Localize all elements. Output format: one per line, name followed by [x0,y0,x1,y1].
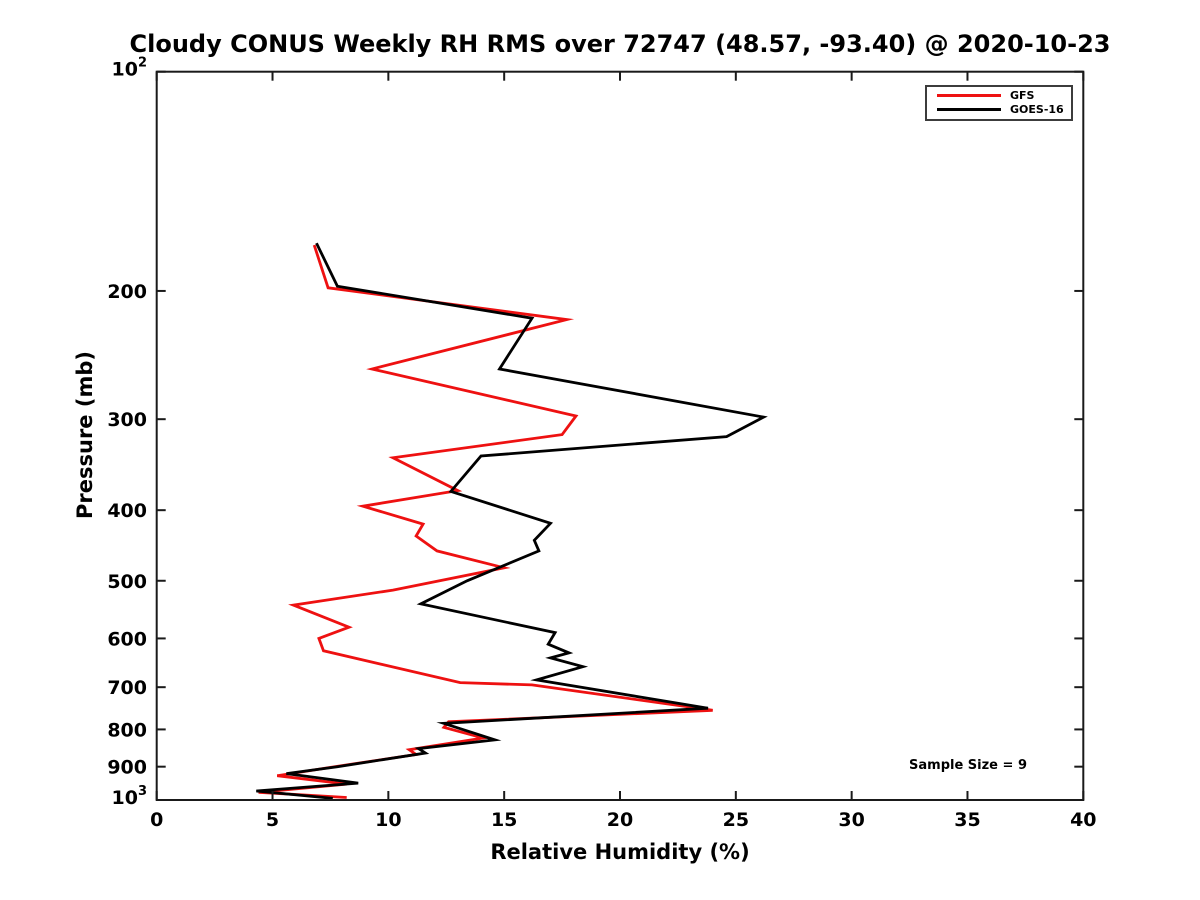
x-axis-tick-label: 30 [838,809,864,831]
x-axis-tick-label: 15 [491,809,517,831]
legend-line-sample-goes16 [937,108,1001,111]
x-axis-tick-label: 35 [954,809,980,831]
chart-title: Cloudy CONUS Weekly RH RMS over 72747 (4… [129,30,1111,58]
y-axis-tick-label: 103 [112,784,148,809]
y-axis-tick-label: 600 [107,628,147,650]
y-axis-tick-label: 500 [107,571,147,593]
y-axis-tick-label: 800 [107,719,147,741]
legend: GFS GOES-16 [925,85,1073,121]
x-axis-tick-label: 5 [266,809,279,831]
legend-item-gfs: GFS [937,90,1065,101]
legend-label-gfs: GFS [1010,89,1035,102]
x-axis-tick-label: 40 [1070,809,1096,831]
x-axis-label: Relative Humidity (%) [490,840,750,864]
series-line-gfs [258,244,713,799]
series-line-goes16 [256,242,768,800]
legend-line-sample-gfs [937,94,1001,97]
legend-item-goes16: GOES-16 [937,104,1065,115]
plot-frame [155,70,1085,801]
x-axis-tick-label: 10 [375,809,401,831]
x-axis-tick-label: 0 [150,809,163,831]
y-axis-tick-label: 300 [107,409,147,431]
y-axis-tick-label: 400 [107,500,147,522]
x-axis-tick-label: 25 [723,809,749,831]
legend-label-goes16: GOES-16 [1010,103,1064,116]
y-axis-tick-label: 102 [112,56,148,81]
y-axis-tick-label: 200 [107,281,147,303]
y-axis-tick-label: 700 [107,677,147,699]
sample-size-annotation: Sample Size = 9 [909,758,1027,773]
x-axis-tick-label: 20 [607,809,633,831]
y-axis-tick-label: 900 [107,757,147,779]
